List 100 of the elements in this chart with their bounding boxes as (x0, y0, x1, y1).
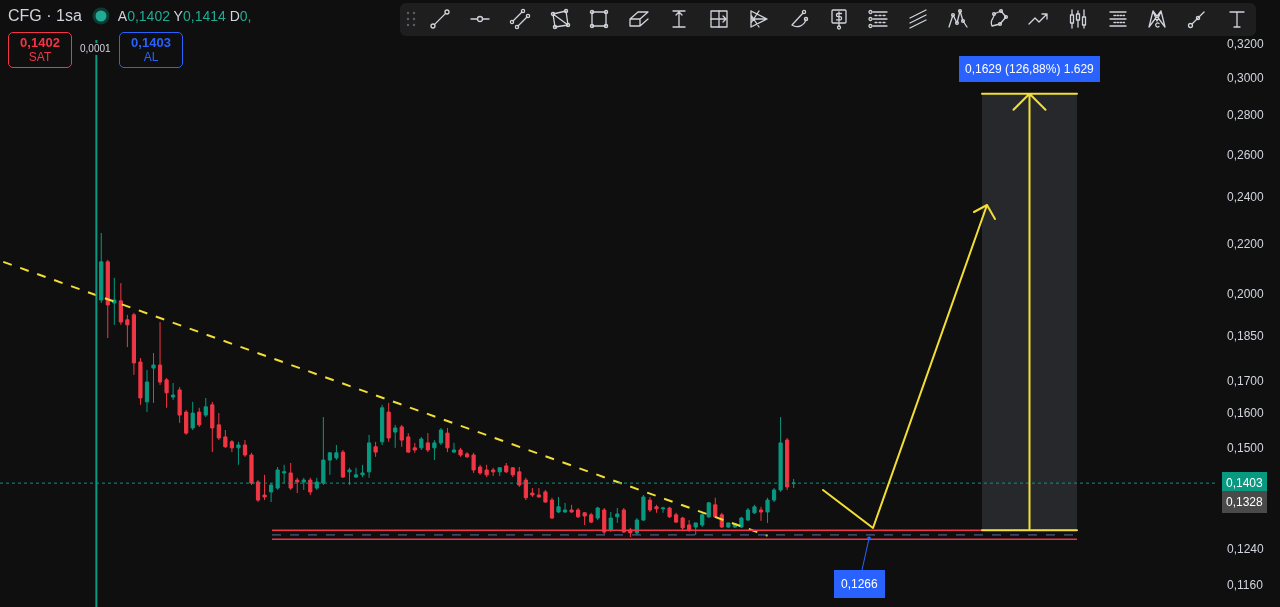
candlestick (536, 487, 542, 499)
candlestick (654, 504, 659, 514)
candlestick (236, 441, 241, 466)
candlestick (203, 397, 208, 418)
candlestick (406, 432, 411, 454)
candlestick (340, 449, 346, 479)
candlestick (366, 434, 372, 479)
candlestick (693, 522, 698, 536)
candlestick (138, 357, 143, 406)
sell-box: 0,1402 SAT (8, 32, 72, 68)
candlestick (255, 479, 261, 503)
candlestick (745, 507, 751, 522)
candlestick (432, 439, 437, 461)
candlestick (615, 507, 620, 524)
annotation: 0,1403 (130, 35, 172, 50)
candlestick (491, 467, 496, 477)
candlestick (157, 321, 163, 386)
candlestick (641, 494, 646, 522)
candlestick (549, 497, 555, 520)
candlestick (595, 506, 600, 521)
y-tick-label: 0,1500 (1227, 440, 1265, 455)
y-tick-label: 0,2800 (1227, 108, 1265, 123)
band-label: 0,1629 (126,88%) 1.629 (965, 62, 1095, 76)
candlestick (634, 517, 639, 536)
candlestick (726, 522, 731, 529)
y-tick-label: 0,1850 (1227, 328, 1265, 343)
candlestick (190, 401, 195, 431)
candlestick (171, 382, 176, 401)
candlestick (295, 477, 300, 494)
candlestick (393, 424, 398, 449)
candlestick (112, 277, 117, 326)
annotation: AL (142, 50, 160, 65)
candlestick (608, 511, 613, 533)
candlestick (543, 489, 548, 504)
candlestick (223, 429, 228, 449)
candlestick (327, 451, 332, 476)
candlestick (510, 466, 515, 478)
candlestick (562, 502, 568, 514)
candlestick (660, 506, 666, 514)
y-tick-label: 0,3000 (1227, 71, 1265, 86)
candlestick (373, 441, 378, 458)
candlestick (706, 501, 711, 519)
candlestick (758, 506, 764, 522)
candlestick (785, 437, 790, 491)
y-tick-label: 0,2200 (1227, 236, 1265, 251)
y-tick-label: 0,2600 (1227, 147, 1265, 162)
candlestick (582, 512, 587, 526)
annotation: 0,1402 (19, 35, 61, 50)
candlestick (425, 432, 430, 453)
candlestick (647, 496, 653, 513)
y-tick-label: 0,1600 (1227, 406, 1265, 421)
candlestick (700, 512, 705, 528)
candlestick (262, 474, 267, 501)
candlestick (752, 504, 757, 515)
candlestick (464, 451, 470, 459)
candlestick (177, 386, 182, 424)
y-tick-label: 0,3200 (1227, 36, 1265, 51)
candlestick (478, 464, 483, 476)
annotation: 0,1266 (841, 577, 879, 591)
candlestick (386, 402, 391, 443)
candlestick (576, 507, 581, 519)
candlestick (471, 452, 476, 474)
annotation: SAT (27, 50, 53, 65)
candlestick (504, 462, 509, 474)
candlestick (125, 314, 130, 348)
buy-box: 0,1403 AL (119, 32, 183, 68)
candlestick (484, 464, 489, 478)
candlestick (739, 516, 744, 529)
y-tick-label: 0,2400 (1227, 190, 1265, 205)
text: 0,1328 (1226, 495, 1264, 509)
candlestick (229, 439, 234, 453)
chart-subtitle: A0,1402 Y0,1414 D0, (117, 8, 252, 24)
candlestick (151, 352, 156, 404)
candlestick (765, 497, 770, 524)
candlestick (360, 464, 365, 478)
candlestick (451, 442, 457, 453)
candlestick (523, 477, 528, 501)
candlestick (249, 452, 254, 486)
candlestick (164, 377, 169, 409)
candlestick (673, 512, 679, 524)
candlestick (438, 427, 444, 446)
candlestick (353, 467, 359, 478)
candlestick (334, 444, 339, 461)
candlestick (713, 497, 718, 519)
candlestick (216, 412, 221, 441)
candlestick (99, 232, 104, 304)
candlestick (412, 442, 417, 454)
candlestick (517, 466, 522, 488)
candlestick (458, 447, 463, 458)
candlestick (144, 369, 150, 413)
candlestick (131, 312, 137, 376)
candlestick (497, 466, 502, 477)
ref-line-label: 0,1403 (1226, 476, 1264, 490)
candlestick (118, 282, 123, 326)
y-tick-label: 0,2000 (1227, 287, 1265, 302)
candlestick (197, 407, 202, 428)
candlestick (399, 424, 404, 448)
candlestick (569, 504, 574, 514)
candlestick (380, 404, 385, 446)
candlestick (184, 409, 189, 436)
